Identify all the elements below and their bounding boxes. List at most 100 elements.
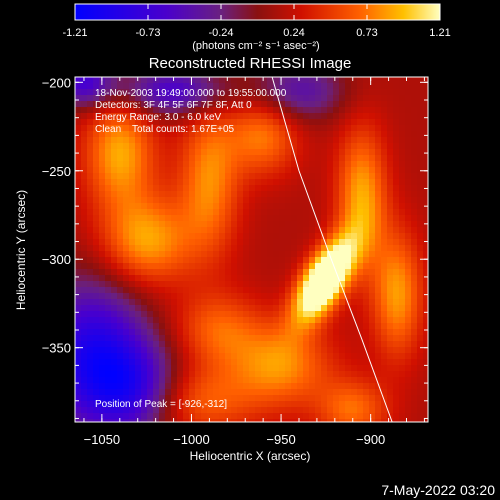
heatmap-cell: [135, 155, 141, 161]
heatmap-cell: [345, 227, 351, 233]
heatmap-cell: [177, 323, 183, 329]
heatmap-cell: [345, 125, 351, 131]
heatmap-cell: [357, 275, 363, 281]
heatmap-cell: [207, 335, 213, 341]
heatmap-cell: [135, 245, 141, 251]
heatmap-cell: [93, 251, 99, 257]
heatmap-cell: [111, 119, 117, 125]
heatmap-cell: [249, 287, 255, 293]
heatmap-cell: [249, 221, 255, 227]
heatmap-cell: [117, 83, 123, 89]
heatmap-cell: [327, 245, 333, 251]
heatmap-cell: [387, 395, 393, 401]
heatmap-cell: [387, 167, 393, 173]
heatmap-cell: [243, 389, 249, 395]
heatmap-cell: [267, 329, 273, 335]
heatmap-cell: [105, 143, 111, 149]
heatmap-cell: [399, 215, 405, 221]
heatmap-cell: [399, 257, 405, 263]
heatmap-cell: [207, 185, 213, 191]
heatmap-cell: [291, 359, 297, 365]
heatmap-cell: [381, 245, 387, 251]
heatmap-cell: [165, 365, 171, 371]
heatmap-cell: [339, 305, 345, 311]
heatmap-cell: [363, 155, 369, 161]
heatmap-cell: [189, 413, 195, 419]
heatmap-cell: [129, 209, 135, 215]
heatmap-cell: [123, 209, 129, 215]
heatmap-cell: [99, 155, 105, 161]
heatmap-cell: [423, 323, 428, 329]
heatmap-cell: [123, 167, 129, 173]
heatmap-cell: [87, 185, 93, 191]
heatmap-cell: [129, 323, 135, 329]
heatmap-cell: [189, 161, 195, 167]
heatmap-cell: [159, 377, 165, 383]
heatmap-cell: [291, 203, 297, 209]
heatmap-cell: [93, 323, 99, 329]
heatmap-cell: [117, 281, 123, 287]
heatmap-cell: [129, 113, 135, 119]
heatmap-cell: [141, 365, 147, 371]
heatmap-cell: [309, 149, 315, 155]
heatmap-cell: [153, 155, 159, 161]
heatmap-cell: [153, 185, 159, 191]
heatmap-cell: [417, 413, 423, 419]
heatmap-cell: [297, 149, 303, 155]
heatmap-cell: [363, 119, 369, 125]
heatmap-cell: [219, 395, 225, 401]
heatmap-cell: [357, 419, 363, 422]
heatmap-cell: [87, 77, 93, 83]
heatmap-cell: [243, 341, 249, 347]
heatmap-cell: [321, 137, 327, 143]
heatmap-cell: [141, 197, 147, 203]
heatmap-cell: [381, 293, 387, 299]
heatmap-cell: [75, 89, 81, 95]
heatmap-cell: [393, 257, 399, 263]
heatmap-cell: [255, 149, 261, 155]
heatmap-cell: [207, 77, 213, 83]
heatmap-cell: [423, 341, 428, 347]
heatmap-cell: [291, 293, 297, 299]
heatmap-cell: [123, 101, 129, 107]
chart-title: Reconstructed RHESSI Image: [149, 55, 352, 72]
heatmap-cell: [153, 329, 159, 335]
heatmap-cell: [195, 383, 201, 389]
heatmap-cell: [195, 239, 201, 245]
heatmap-cell: [213, 257, 219, 263]
heatmap-cell: [189, 299, 195, 305]
heatmap-cell: [381, 227, 387, 233]
heatmap-cell: [105, 263, 111, 269]
heatmap-cell: [291, 137, 297, 143]
heatmap-cell: [93, 275, 99, 281]
colorbar-tick-label: -0.24: [208, 27, 233, 39]
heatmap-cell: [159, 335, 165, 341]
heatmap-cell: [279, 239, 285, 245]
heatmap-cell: [327, 209, 333, 215]
heatmap-cell: [93, 173, 99, 179]
heatmap-cell: [225, 83, 231, 89]
heatmap-cell: [141, 137, 147, 143]
heatmap-cell: [243, 419, 249, 422]
heatmap-cell: [267, 269, 273, 275]
heatmap-cell: [225, 161, 231, 167]
heatmap-cell: [153, 383, 159, 389]
heatmap-cell: [123, 293, 129, 299]
heatmap-cell: [219, 317, 225, 323]
heatmap-cell: [327, 185, 333, 191]
heatmap-cell: [219, 263, 225, 269]
heatmap-cell: [147, 335, 153, 341]
heatmap-cell: [213, 107, 219, 113]
heatmap-cell: [363, 293, 369, 299]
heatmap-cell: [225, 113, 231, 119]
heatmap-cell: [87, 383, 93, 389]
heatmap-cell: [207, 113, 213, 119]
heatmap-cell: [339, 359, 345, 365]
heatmap-cell: [123, 83, 129, 89]
y-tick-label: −200: [42, 75, 71, 90]
heatmap-cell: [159, 197, 165, 203]
heatmap-cell: [171, 413, 177, 419]
heatmap-cell: [393, 155, 399, 161]
heatmap-cell: [423, 287, 428, 293]
heatmap-cell: [267, 287, 273, 293]
